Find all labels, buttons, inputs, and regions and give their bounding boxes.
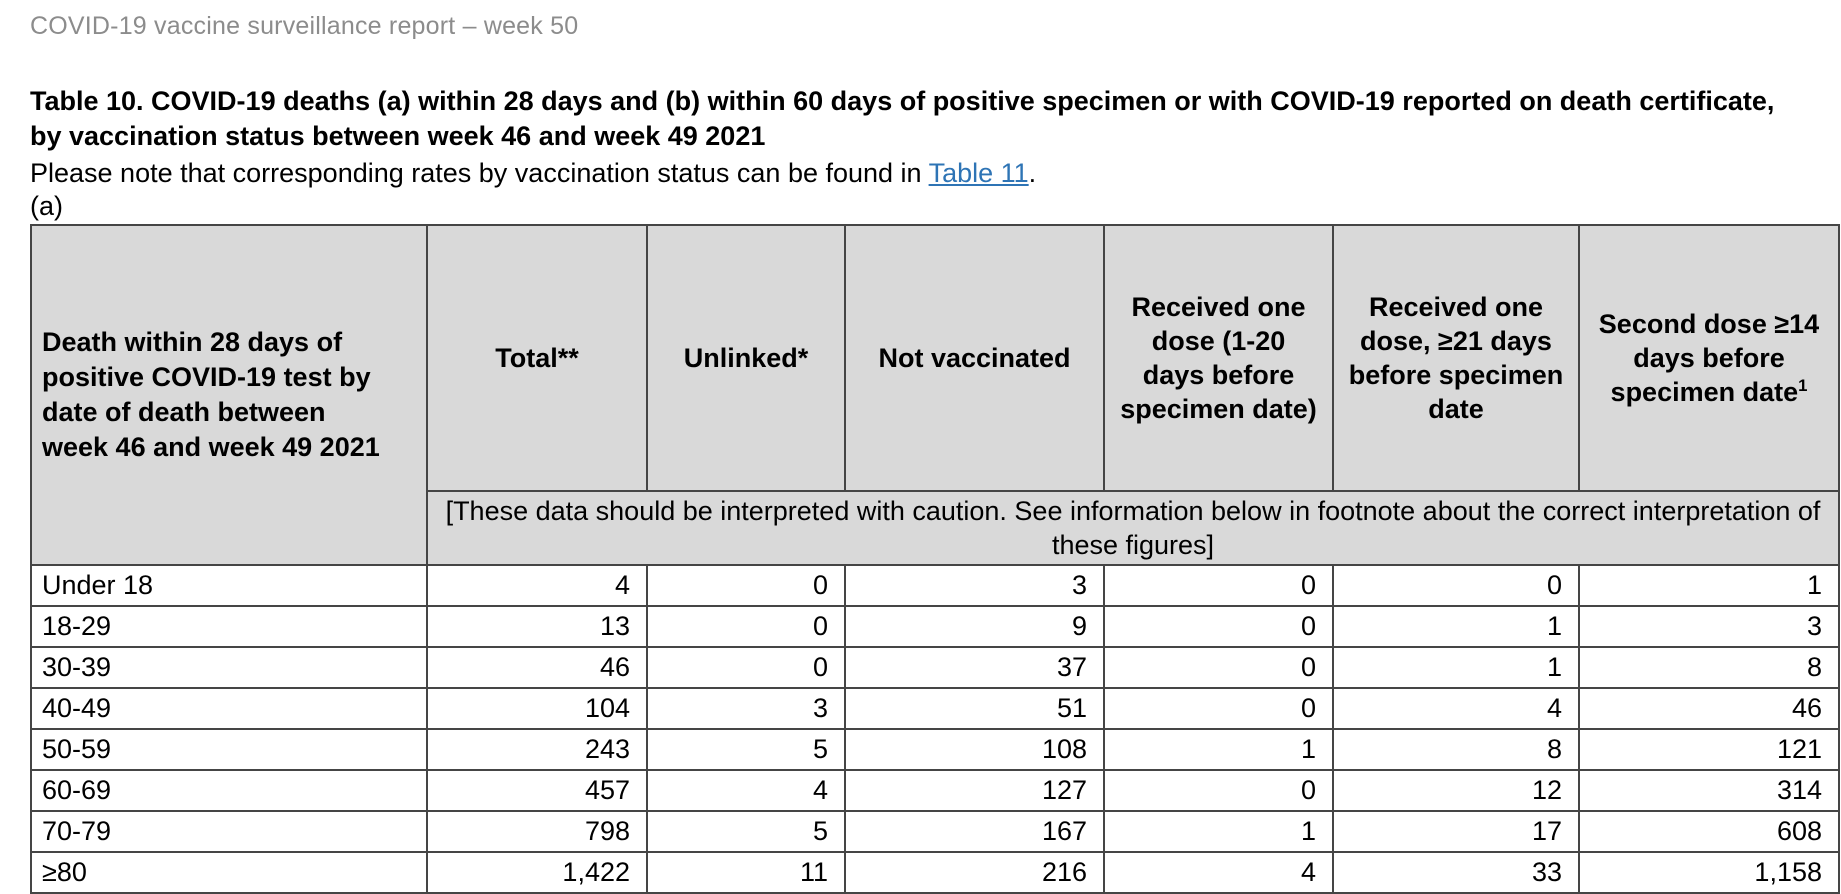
value-cell: 457 [426,769,648,812]
row-header-cell: Death within 28 days of positive COVID-1… [30,224,428,566]
col-header-one-dose-1-20: Received one dose (1-20 days before spec… [1103,224,1334,492]
value-cell: 104 [426,687,648,730]
age-group-cell: 18-29 [30,605,428,648]
col-header-unlinked: Unlinked* [646,224,846,492]
deaths-table: Death within 28 days of positive COVID-1… [30,224,1840,894]
caution-note: [These data should be interpreted with c… [426,490,1840,566]
footnote-superscript: 1 [1798,376,1808,395]
value-cell: 37 [844,646,1105,689]
value-cell: 13 [426,605,648,648]
age-group-cell: ≥80 [30,851,428,894]
value-cell: 1 [1578,564,1840,607]
report-header: COVID-19 vaccine surveillance report – w… [30,12,579,40]
value-cell: 121 [1578,728,1840,771]
col-header-unlinked-label: Unlinked* [683,343,809,373]
value-cell: 0 [1332,564,1580,607]
table-row: Under 18 4 0 3 0 0 1 [30,564,1840,607]
table-11-link[interactable]: Table 11 [928,158,1029,188]
value-cell: 4 [646,769,846,812]
value-cell: 46 [1578,687,1840,730]
value-cell: 9 [844,605,1105,648]
value-cell: 12 [1332,769,1580,812]
col-header-not-vaccinated-label: Not vaccinated [878,343,1071,373]
col-header-second-dose-label: Second dose ≥14 days before specimen dat… [1598,309,1820,407]
age-group-cell: Under 18 [30,564,428,607]
table-body: Under 18 4 0 3 0 0 1 18-29 13 0 9 0 1 3 30-39 46 0 37 0 1 8 4… [30,564,1840,894]
value-cell: 8 [1332,728,1580,771]
value-cell: 0 [646,646,846,689]
caution-row: [These data should be interpreted with c… [31,490,1840,566]
value-cell: 11 [646,851,846,894]
value-cell: 0 [646,605,846,648]
table-row: 50-59 243 5 108 1 8 121 [30,728,1840,771]
value-cell: 51 [844,687,1105,730]
value-cell: 167 [844,810,1105,853]
age-group-cell: 50-59 [30,728,428,771]
col-header-total: Total** [426,224,648,492]
note-prefix: Please note that corresponding rates by … [30,158,929,188]
value-cell: 216 [844,851,1105,894]
col-header-one-dose-21plus-label: Received one dose, ≥21 days before speci… [1348,292,1564,424]
age-group-cell: 30-39 [30,646,428,689]
value-cell: 0 [1103,769,1334,812]
value-cell: 1 [1103,810,1334,853]
table-title: Table 10. COVID-19 deaths (a) within 28 … [30,86,1775,151]
value-cell: 0 [1103,687,1334,730]
col-header-one-dose-21plus: Received one dose, ≥21 days before speci… [1332,224,1580,492]
note-suffix: . [1028,158,1037,188]
value-cell: 1,422 [426,851,648,894]
col-header-not-vaccinated: Not vaccinated [844,224,1105,492]
value-cell: 3 [844,564,1105,607]
value-cell: 314 [1578,769,1840,812]
value-cell: 243 [426,728,648,771]
table-row: 40-49 104 3 51 0 4 46 [30,687,1840,730]
table-row: 18-29 13 0 9 0 1 3 [30,605,1840,648]
age-group-cell: 70-79 [30,810,428,853]
value-cell: 608 [1578,810,1840,853]
table-row: ≥80 1,422 11 216 4 33 1,158 [30,851,1840,894]
value-cell: 5 [646,810,846,853]
value-cell: 4 [1332,687,1580,730]
value-cell: 17 [1332,810,1580,853]
value-cell: 0 [646,564,846,607]
table-row: 30-39 46 0 37 0 1 8 [30,646,1840,689]
value-cell: 0 [1103,646,1334,689]
age-group-cell: 40-49 [30,687,428,730]
value-cell: 108 [844,728,1105,771]
col-header-total-label: Total** [495,343,579,373]
value-cell: 3 [1578,605,1840,648]
value-cell: 1,158 [1578,851,1840,894]
age-group-cell: 60-69 [30,769,428,812]
value-cell: 127 [844,769,1105,812]
value-cell: 33 [1332,851,1580,894]
value-cell: 46 [426,646,648,689]
value-cell: 0 [1103,564,1334,607]
note-line: Please note that corresponding rates by … [30,157,1841,190]
value-cell: 0 [1103,605,1334,648]
value-cell: 798 [426,810,648,853]
section-a-label: (a) [30,191,63,221]
table-row: 70-79 798 5 167 1 17 608 [30,810,1840,853]
col-header-second-dose: Second dose ≥14 days before specimen dat… [1578,224,1840,492]
col-header-one-dose-1-20-label: Received one dose (1-20 days before spec… [1120,292,1317,424]
value-cell: 8 [1578,646,1840,689]
value-cell: 3 [646,687,846,730]
value-cell: 4 [426,564,648,607]
value-cell: 5 [646,728,846,771]
value-cell: 1 [1103,728,1334,771]
table-row: 60-69 457 4 127 0 12 314 [30,769,1840,812]
header-row: Death within 28 days of positive COVID-1… [30,224,1840,566]
value-cell: 1 [1332,605,1580,648]
value-cell: 4 [1103,851,1334,894]
value-cell: 1 [1332,646,1580,689]
